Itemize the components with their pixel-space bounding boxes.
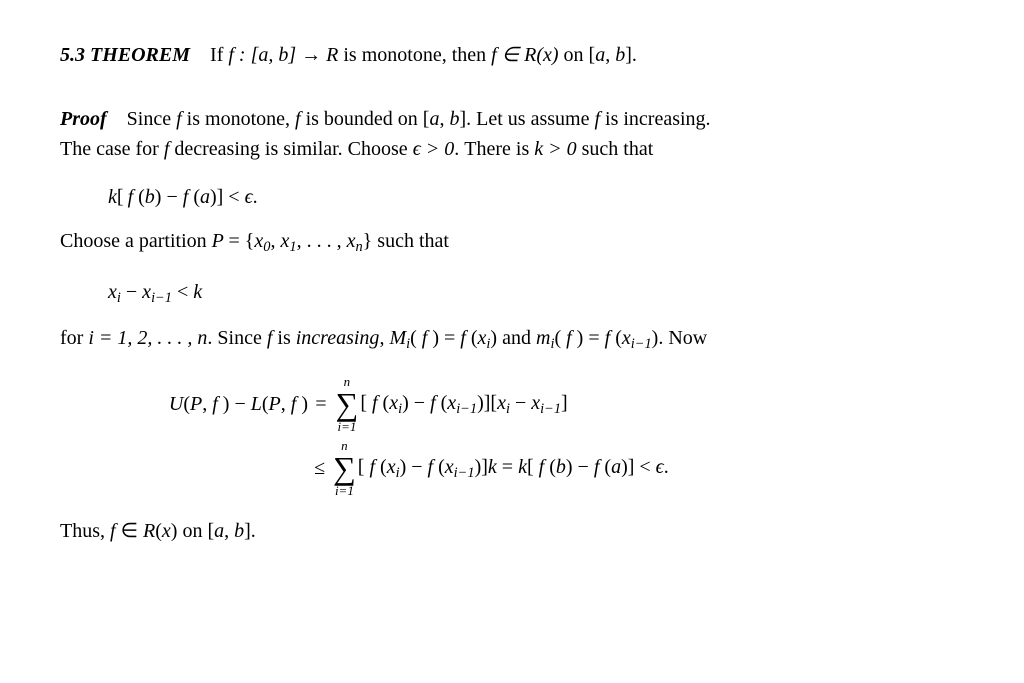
theorem-math-3: [a, b].	[589, 44, 637, 66]
equation-row-1: U(P, f ) − L(P, f ) = n ∑ i=1 [ f (xi) −…	[108, 374, 964, 434]
equation-1: k[f (b) − f (a)] < ϵ.	[108, 182, 964, 212]
theorem-text-1: If	[210, 44, 228, 66]
equation-block: U(P, f ) − L(P, f ) = n ∑ i=1 [ f (xi) −…	[108, 374, 964, 498]
theorem-text-2: is monotone, then	[338, 44, 491, 66]
theorem-math-2: f ∈ R(x)	[491, 44, 558, 66]
sigma-icon: n ∑ i=1	[333, 439, 356, 497]
theorem-label: 5.3 THEOREM	[60, 44, 190, 66]
sigma-icon: n ∑ i=1	[336, 375, 359, 433]
proof-label: Proof	[60, 108, 107, 130]
proof-para-1: Proof Since f is monotone, f is bounded …	[60, 104, 964, 164]
theorem-text-3: on	[559, 44, 589, 66]
proof-conclusion: Thus, f ∈ R(x) on [a, b].	[60, 516, 964, 546]
proof-para-2: Choose a partition P = {x0, x1, . . . , …	[60, 226, 964, 259]
theorem-math-1: f : [a, b] → R	[228, 44, 338, 66]
equation-2: xi − xi−1 < k	[108, 277, 964, 310]
proof-para-3: for i = 1, 2, . . . , n. Since f is incr…	[60, 323, 964, 356]
equation-row-2: ≤ n ∑ i=1 [ f (xi) − f (xi−1)]k = k[ f (…	[108, 438, 964, 498]
theorem-statement: 5.3 THEOREM If f : [a, b] → R is monoton…	[60, 40, 964, 70]
